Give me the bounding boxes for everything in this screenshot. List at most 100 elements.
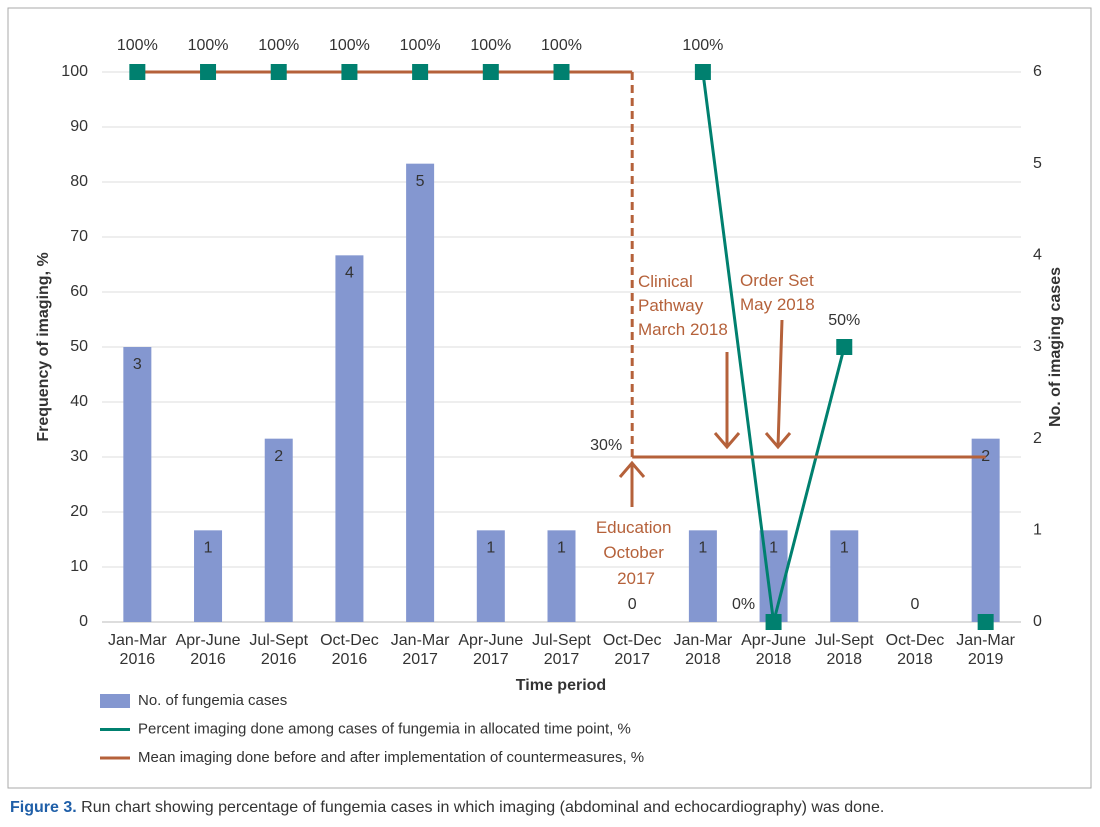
y2-tick-label: 2 [1033,430,1042,447]
y-axis-title: Frequency of imaging, % [35,252,52,441]
x-tick-label-line: Jul-Sept [249,632,308,649]
bar-label: 1 [698,540,707,557]
annotation: Order Set May 2018 [740,271,818,314]
marker [129,64,146,80]
annotation: Education October 2017 [596,518,676,588]
marker [977,614,994,630]
legend-label: Mean imaging done before and after imple… [138,749,644,766]
bar [830,530,859,622]
x-tick-label-line: 2018 [897,651,933,668]
arrow [618,460,646,507]
legend: No. of fungemia cases Percent imaging don… [100,692,644,766]
bar [123,347,152,622]
y-tick-label: 10 [70,558,88,575]
marker [694,64,711,80]
x-tick-label: Oct-Dec 2016 [320,632,379,668]
x-tick-label: Apr-June 2018 [741,632,806,668]
y-tick-label: 100 [61,63,88,80]
bar [688,530,717,622]
marker [200,64,217,80]
x-tick-label: Jan-Mar 2019 [956,632,1015,668]
bar [264,438,293,622]
bar-label: 1 [204,540,213,557]
x-tick-label: Jul-Sept 2018 [815,632,874,668]
bar-label: 1 [840,540,849,557]
x-tick-label: Jan-Mar 2018 [674,632,733,668]
x-tick-label: Jul-Sept 2017 [532,632,591,668]
y-tick-label: 60 [70,283,88,300]
annotation-line: March 2018 [638,320,728,339]
y-tick-label: 90 [70,118,88,135]
frame [7,7,1092,789]
x-tick-label-line: 2019 [968,651,1004,668]
bar-label: 4 [345,265,354,282]
annotation-line: Order Set [740,271,814,290]
x-tick-label-line: 2018 [685,651,721,668]
bar-label: 3 [133,356,142,373]
bar-label: 0 [628,596,637,613]
x-tick-label-line: 2016 [190,651,226,668]
value-label: 100% [541,37,582,54]
x-tick-label-line: Jan-Mar [391,632,450,649]
bar [547,530,576,622]
y-tick-label: 30 [70,448,88,465]
annotation-line: October [603,543,664,562]
x-tick-label-line: Jul-Sept [532,632,591,649]
value-label: 0% [732,596,755,613]
bar [971,438,1000,622]
y2-axis-title: No. of imaging cases [1047,267,1064,427]
bar [406,163,435,622]
marker [836,339,853,355]
x-tick-label: Jul-Sept 2016 [249,632,308,668]
bar-label: 0 [911,596,920,613]
marker [270,64,287,80]
x-tick-label-line: 2017 [402,651,438,668]
x-tick-label-line: Jan-Mar [108,632,167,649]
y2-tick-label: 0 [1033,613,1042,630]
x-tick-label: Apr-June 2017 [458,632,523,668]
x-tick-label: Jan-Mar 2017 [391,632,450,668]
x-tick-label-line: 2017 [473,651,509,668]
annotation-line: Pathway [638,296,704,315]
marker [412,64,429,80]
x-tick-label-line: 2016 [332,651,368,668]
value-label: 100% [117,37,158,54]
marker [553,64,570,80]
x-tick-label-line: 2018 [826,651,862,668]
x-tick-label: Oct-Dec 2017 [603,632,662,668]
caption: Figure 3. Run chart showing percentage o… [10,799,884,816]
x-tick-label: Jan-Mar 2016 [108,632,167,668]
value-label: 50% [828,312,860,329]
x-tick-label-line: Apr-June [458,632,523,649]
arrow [713,352,741,450]
x-tick-label-line: Apr-June [741,632,806,649]
y2-tick-label: 3 [1033,338,1042,355]
x-tick-label-line: Oct-Dec [886,632,945,649]
bar [335,255,364,623]
annotation-line: May 2018 [740,295,815,314]
x-tick-label-line: Jan-Mar [674,632,733,649]
y2-tick-label: 4 [1033,247,1042,264]
caption-text: Run chart showing percentage of fungemia… [81,799,884,816]
arrows [618,319,792,507]
annotation-line: 2017 [617,569,655,588]
value-label: 100% [258,37,299,54]
value-label: 100% [470,37,511,54]
caption-label: Figure 3. [10,799,77,816]
marker [765,614,782,630]
bar [194,530,223,622]
y2-tick-label: 5 [1033,155,1042,172]
annotation-line: Clinical [638,272,693,291]
x-tick-label: Oct-Dec 2018 [886,632,945,668]
x-tick-label-line: Oct-Dec [320,632,379,649]
y-tick-label: 50 [70,338,88,355]
x-tick-label-line: Apr-June [176,632,241,649]
marker [482,64,499,80]
x-axis-title: Time period [516,677,606,694]
y2-tick-label: 6 [1033,63,1042,80]
value-label: 100% [682,37,723,54]
value-label: 30% [590,437,622,454]
marker [341,64,358,80]
